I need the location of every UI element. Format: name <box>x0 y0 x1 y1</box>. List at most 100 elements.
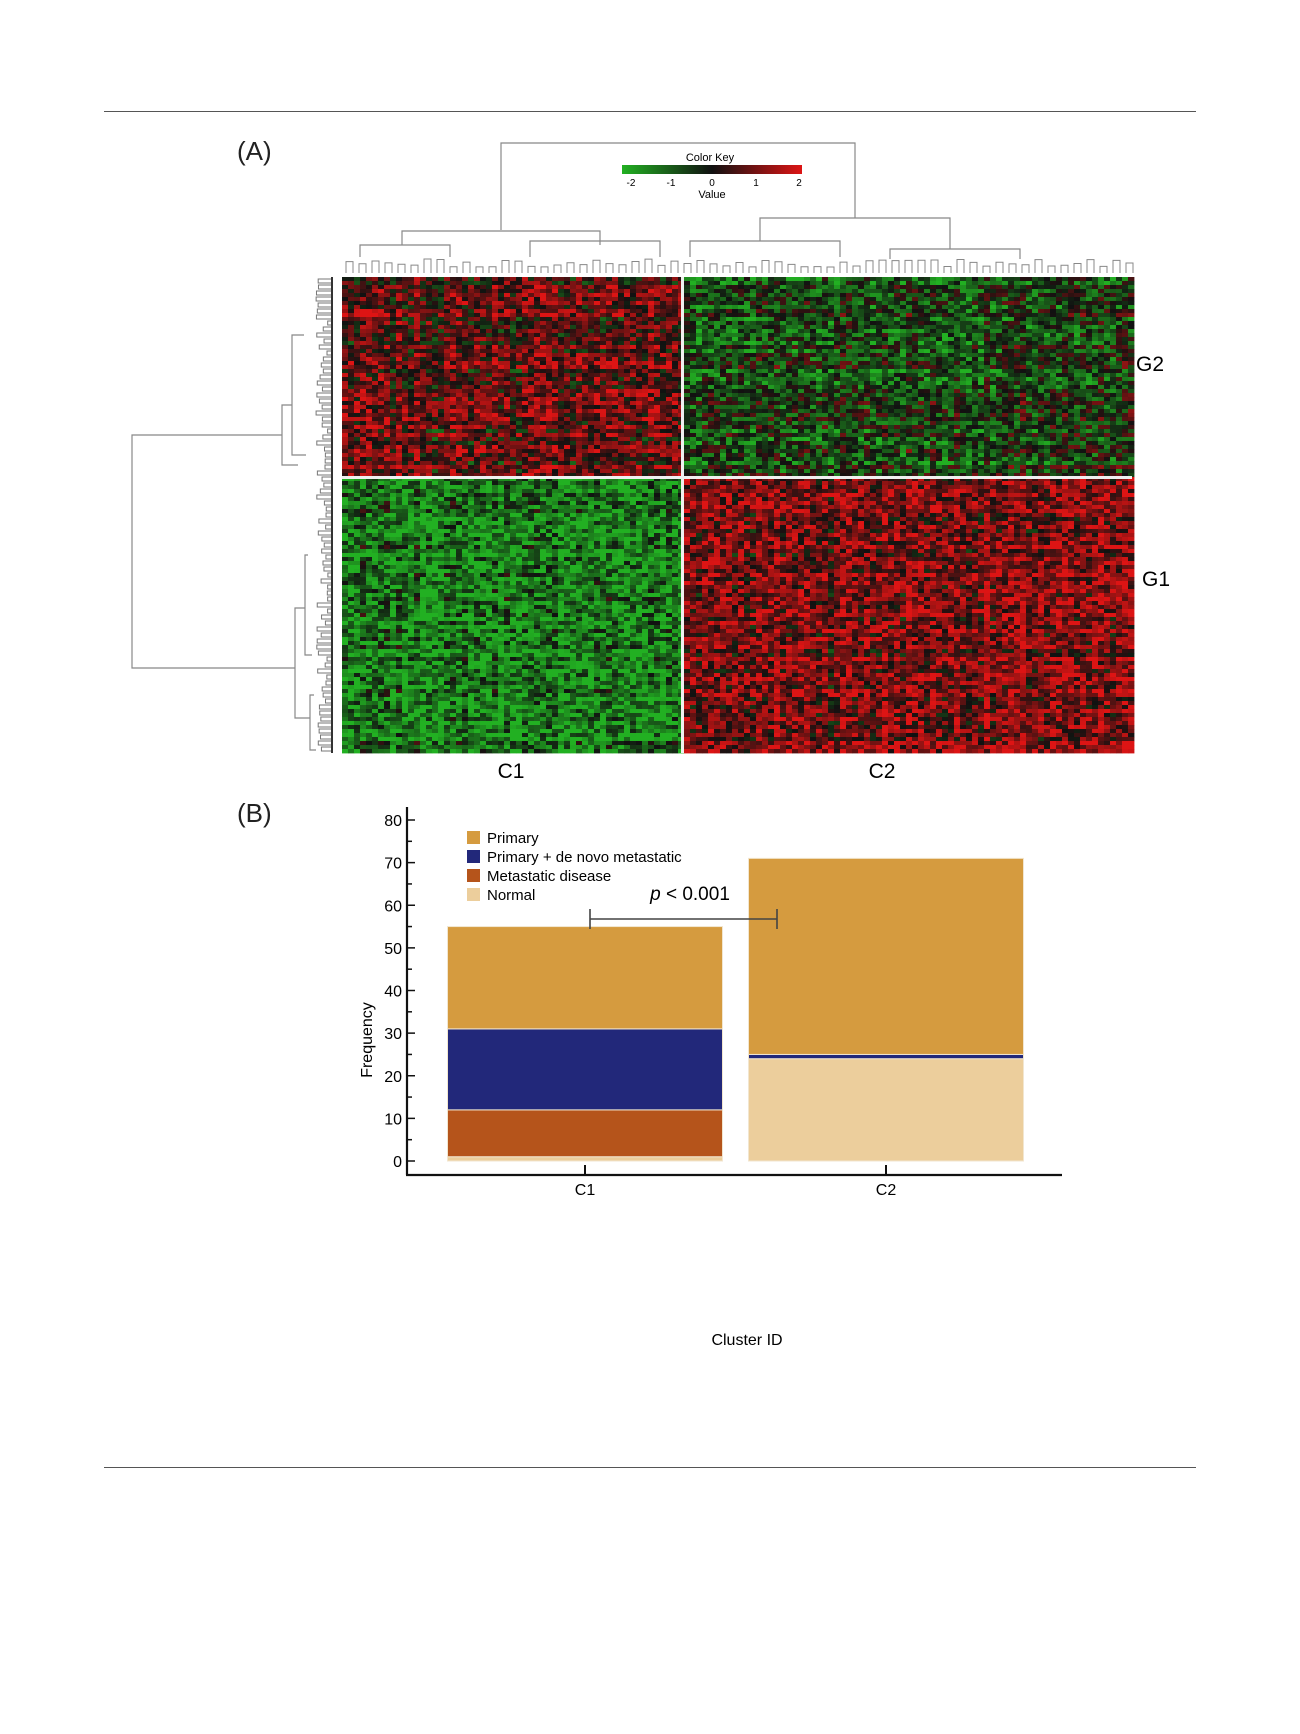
heatmap-cell <box>660 369 667 374</box>
heatmap-cell <box>960 397 967 402</box>
heatmap-cell <box>540 393 547 398</box>
heatmap-cell <box>840 409 847 414</box>
heatmap-cell <box>852 369 859 374</box>
heatmap-cell <box>888 293 895 298</box>
heatmap-cell <box>918 417 925 422</box>
heatmap-cell <box>864 349 871 354</box>
heatmap-cell <box>564 361 571 366</box>
heatmap-cell <box>420 309 427 314</box>
heatmap-cell <box>816 349 823 354</box>
heatmap-cell <box>810 357 817 362</box>
heatmap-cell <box>528 357 535 362</box>
heatmap-cell <box>1098 385 1105 390</box>
heatmap-cell <box>954 381 961 386</box>
heatmap-cell <box>936 401 943 406</box>
heatmap-cell <box>630 293 637 298</box>
heatmap-cell <box>636 397 643 402</box>
heatmap-cell <box>816 389 823 394</box>
heatmap-cell <box>858 297 865 302</box>
heatmap-cell <box>606 281 613 286</box>
heatmap-cell <box>552 409 559 414</box>
heatmap-cell <box>1092 393 1099 398</box>
heatmap-cell <box>540 381 547 386</box>
heatmap-cell <box>546 377 553 382</box>
heatmap-cell <box>714 309 721 314</box>
heatmap-cell <box>354 357 361 362</box>
heatmap-cell <box>750 405 757 410</box>
heatmap-cell <box>486 353 493 358</box>
heatmap-cell <box>972 377 979 382</box>
heatmap-cell <box>960 297 967 302</box>
heatmap-cell <box>768 393 775 398</box>
heatmap-cell <box>996 417 1003 422</box>
heatmap-cell <box>450 365 457 370</box>
heatmap-cell <box>402 309 409 314</box>
heatmap-cell <box>510 281 517 286</box>
heatmap-cell <box>1008 381 1015 386</box>
heatmap-cell <box>1062 325 1069 330</box>
heatmap-cell <box>954 345 961 350</box>
heatmap-cell <box>660 365 667 370</box>
heatmap-cell <box>930 385 937 390</box>
heatmap-cell <box>810 373 817 378</box>
heatmap-cell <box>570 421 577 426</box>
heatmap-cell <box>558 409 565 414</box>
heatmap-cell <box>822 353 829 358</box>
heatmap-cell <box>1038 405 1045 410</box>
heatmap-cell <box>684 317 691 322</box>
heatmap-cell <box>1032 349 1039 354</box>
heatmap-cell <box>696 333 703 338</box>
heatmap-cell <box>444 305 451 310</box>
heatmap-cell <box>846 361 853 366</box>
heatmap-cell <box>960 337 967 342</box>
column-leaf-branch <box>930 259 939 273</box>
heatmap-cell <box>828 333 835 338</box>
heatmap-cell <box>1080 385 1087 390</box>
heatmap-cell <box>540 329 547 334</box>
heatmap-cell <box>852 285 859 290</box>
row-leaf-branch <box>315 296 332 302</box>
heatmap-cell <box>426 345 433 350</box>
heatmap-cell <box>606 357 613 362</box>
heatmap-cell <box>888 285 895 290</box>
heatmap-cell <box>366 345 373 350</box>
heatmap-cell <box>546 401 553 406</box>
heatmap-cell <box>522 333 529 338</box>
row-leaf-branch <box>325 680 332 686</box>
heatmap-cell <box>774 337 781 342</box>
heatmap-cell <box>540 349 547 354</box>
heatmap-cell <box>414 301 421 306</box>
heatmap-cell <box>354 289 361 294</box>
heatmap-cell <box>1056 401 1063 406</box>
heatmap-cell <box>726 393 733 398</box>
heatmap-cell <box>900 345 907 350</box>
heatmap-cell <box>672 377 679 382</box>
heatmap-cell <box>504 301 511 306</box>
heatmap-cell <box>510 417 517 422</box>
heatmap-cell <box>576 421 583 426</box>
heatmap-cell <box>942 413 949 418</box>
heatmap-cell <box>1122 389 1129 394</box>
heatmap-cell <box>684 389 691 394</box>
heatmap-cell <box>522 293 529 298</box>
heatmap-cell <box>456 329 463 334</box>
heatmap-cell <box>972 409 979 414</box>
heatmap-cell <box>1026 417 1033 422</box>
heatmap-cell <box>966 361 973 366</box>
heatmap-cell <box>870 357 877 362</box>
heatmap-cell <box>642 341 649 346</box>
heatmap-cell <box>438 373 445 378</box>
heatmap-cell <box>840 401 847 406</box>
heatmap-cell <box>762 325 769 330</box>
heatmap-cell <box>720 365 727 370</box>
heatmap-cell <box>600 369 607 374</box>
heatmap-cell <box>882 337 889 342</box>
heatmap-cell <box>756 413 763 418</box>
heatmap-cell <box>648 349 655 354</box>
heatmap-cell <box>570 341 577 346</box>
heatmap-cell <box>828 385 835 390</box>
heatmap-cell <box>606 369 613 374</box>
heatmap-cell <box>1098 369 1105 374</box>
heatmap-cell <box>870 381 877 386</box>
heatmap-cell <box>828 397 835 402</box>
